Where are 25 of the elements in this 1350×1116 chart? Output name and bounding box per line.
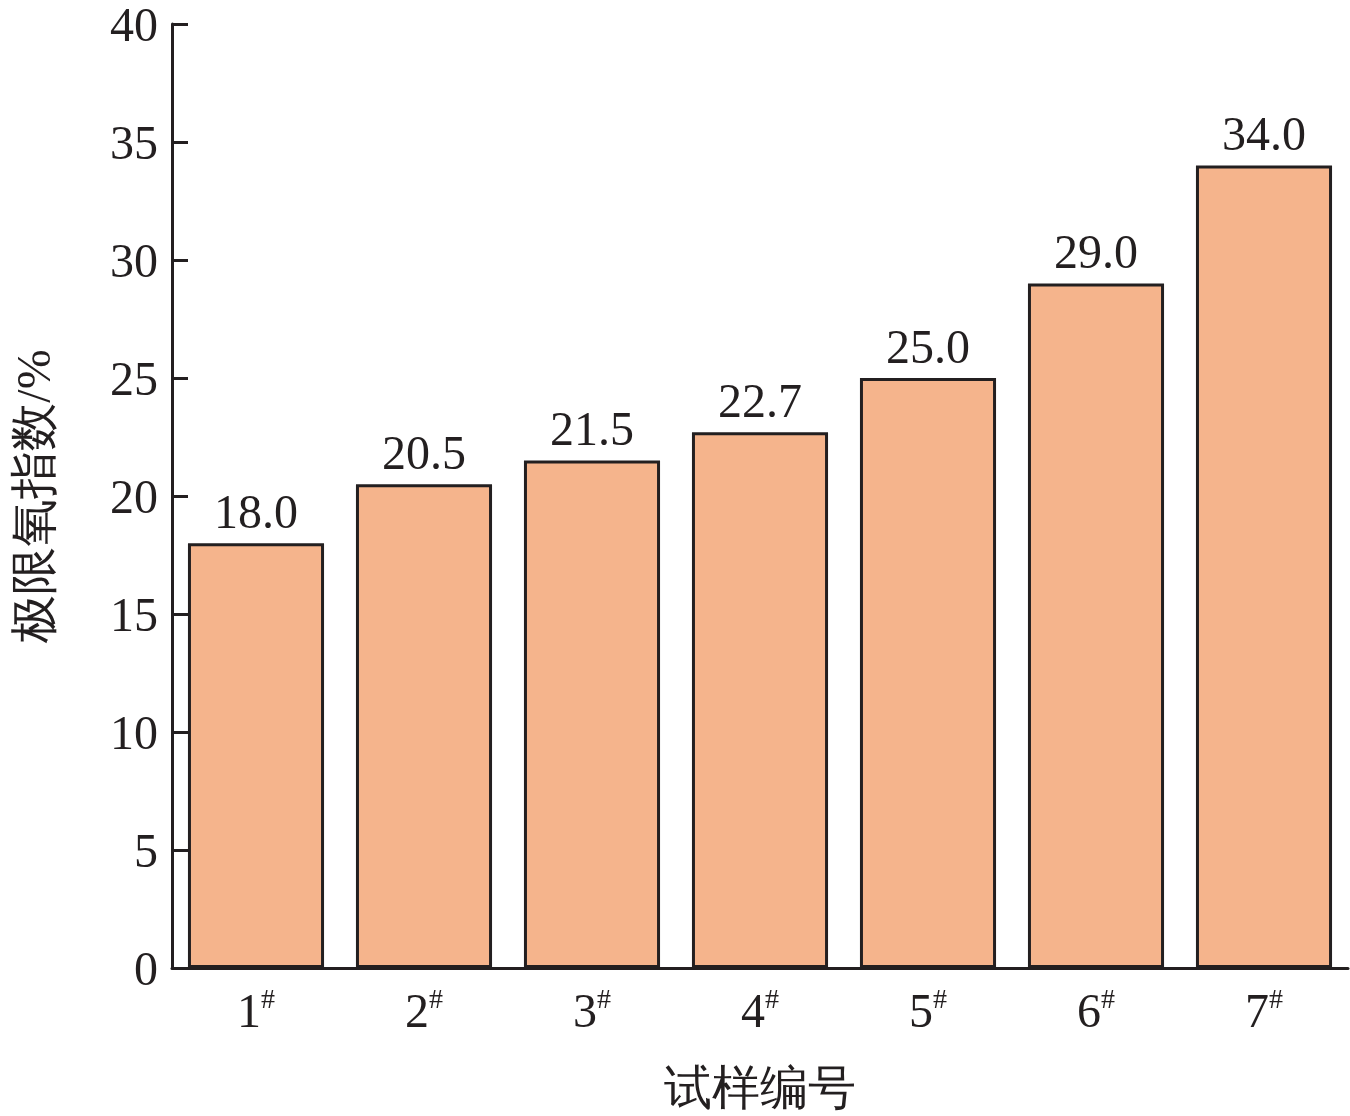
- y-tick-label: 10: [110, 705, 158, 759]
- y-tick-label: 20: [110, 469, 158, 523]
- data-label: 34.0: [1222, 107, 1306, 161]
- x-axis-title: 试样编号: [664, 1060, 856, 1114]
- y-tick-label: 25: [110, 351, 158, 405]
- y-axis-title: 极限氧指数/%: [6, 349, 60, 644]
- data-label: 25.0: [886, 319, 970, 373]
- x-tick-label: 2#: [405, 982, 443, 1037]
- x-tick-label: 7#: [1245, 982, 1283, 1037]
- data-label: 22.7: [718, 373, 802, 427]
- y-tick-label: 0: [134, 941, 158, 995]
- x-tick-label: 5#: [909, 982, 947, 1037]
- x-tick-label: 6#: [1077, 982, 1115, 1037]
- y-tick-label: 15: [110, 587, 158, 641]
- x-tick-label: 4#: [741, 982, 779, 1037]
- y-tick-label: 40: [110, 0, 158, 51]
- y-tick-label: 30: [110, 233, 158, 287]
- x-tick-label: 3#: [573, 982, 611, 1037]
- data-label: 20.5: [382, 425, 466, 479]
- data-label: 29.0: [1054, 225, 1138, 279]
- data-label: 18.0: [214, 484, 298, 538]
- data-label: 21.5: [550, 402, 634, 456]
- y-tick-label: 35: [110, 115, 158, 169]
- y-tick-label: 5: [134, 823, 158, 877]
- x-tick-label: 1#: [237, 982, 275, 1037]
